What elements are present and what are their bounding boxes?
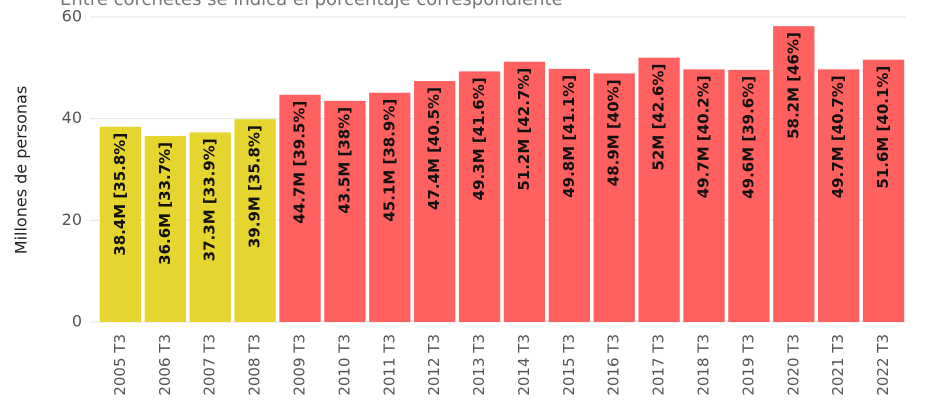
x-tick-label: 2017 T3 — [650, 334, 668, 396]
y-tick-label: 40 — [62, 108, 82, 127]
y-tick-label: 60 — [62, 7, 82, 26]
value-label: 49.7M [40.7%] — [829, 75, 847, 198]
value-label: 48.9M [40%] — [605, 79, 623, 186]
x-tick-label: 2021 T3 — [829, 334, 847, 396]
x-tick-label: 2018 T3 — [695, 334, 713, 396]
x-tick-label: 2014 T3 — [515, 334, 533, 396]
bar — [234, 119, 276, 322]
value-label: 58.2M [46%] — [784, 32, 802, 139]
bar — [99, 126, 142, 322]
bar — [414, 81, 456, 322]
value-label: 36.6M [33.7%] — [156, 142, 174, 265]
bar — [324, 100, 366, 322]
x-tick-label: 2019 T3 — [739, 334, 757, 396]
value-label: 45.1M [38.9%] — [380, 99, 398, 222]
bar — [593, 73, 635, 322]
x-tick-label: 2020 T3 — [784, 334, 802, 396]
bar — [818, 69, 860, 322]
chart-subtitle: Entre corchetes se indica el porcentaje … — [60, 0, 563, 10]
bar — [503, 61, 546, 322]
value-label: 49.3M [41.6%] — [470, 77, 488, 200]
value-label: 44.7M [39.5%] — [291, 101, 309, 224]
bar — [638, 57, 680, 323]
x-tick-label: 2016 T3 — [605, 334, 623, 396]
value-label: 49.8M [41.1%] — [560, 75, 578, 198]
value-label: 52M [42.6%] — [650, 64, 668, 171]
x-tick-label: 2012 T3 — [425, 334, 443, 396]
value-label: 47.4M [40.5%] — [425, 87, 443, 210]
x-tick-label: 2008 T3 — [246, 334, 264, 396]
x-tick-label: 2013 T3 — [470, 334, 488, 396]
y-tick-label: 0 — [72, 312, 82, 331]
y-tick-label: 20 — [62, 210, 82, 229]
bar — [458, 71, 501, 323]
bar — [189, 132, 231, 322]
x-tick-label: 2007 T3 — [201, 334, 219, 396]
x-tick-label: 2010 T3 — [335, 334, 353, 396]
value-label: 51.6M [40.1%] — [874, 66, 892, 189]
x-tick-label: 2022 T3 — [874, 334, 892, 396]
bar — [773, 26, 815, 323]
value-label: 49.6M [39.6%] — [739, 76, 757, 199]
value-label: 37.3M [33.9%] — [201, 138, 219, 261]
value-label: 51.2M [42.7%] — [515, 68, 533, 191]
value-label: 38.4M [35.8%] — [111, 133, 129, 256]
bar — [548, 68, 590, 322]
y-axis-title: Millones de personas — [12, 86, 31, 254]
bar — [683, 69, 725, 322]
x-tick-label: 2015 T3 — [560, 334, 578, 396]
bar — [144, 135, 186, 322]
x-tick-label: 2006 T3 — [156, 334, 174, 396]
x-tick-label: 2009 T3 — [291, 334, 309, 396]
bar — [862, 59, 905, 322]
x-tick-label: 2011 T3 — [380, 334, 398, 396]
bar — [279, 94, 321, 323]
value-label: 39.9M [35.8%] — [246, 125, 264, 248]
value-label: 49.7M [40.2%] — [695, 75, 713, 198]
bar — [369, 92, 411, 322]
bar — [728, 69, 770, 322]
value-label: 43.5M [38%] — [335, 107, 353, 214]
x-tick-label: 2005 T3 — [111, 334, 129, 396]
